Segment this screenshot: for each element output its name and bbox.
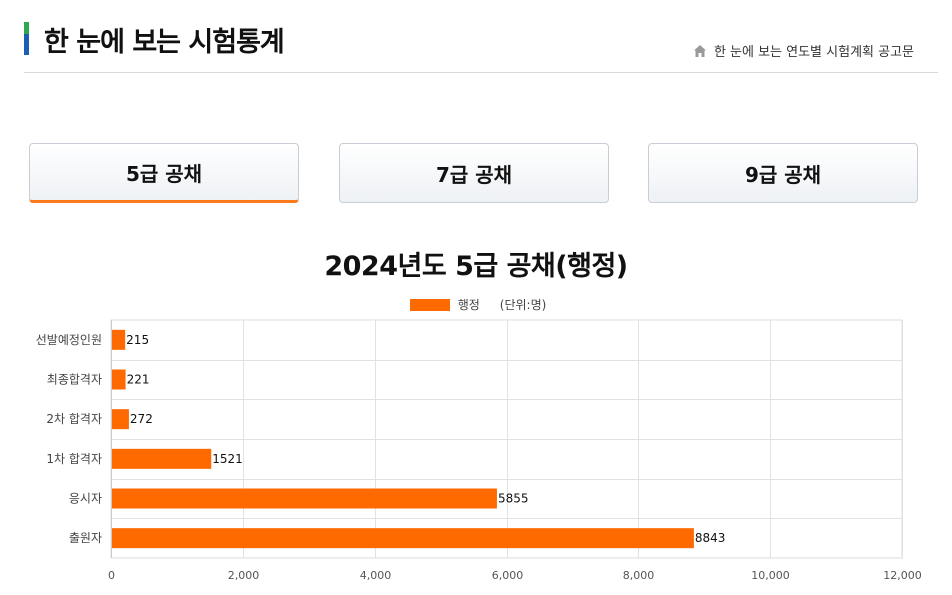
tab-9th-grade[interactable]: 9급 공채 xyxy=(648,143,918,203)
header-divider xyxy=(24,72,938,73)
category-label: 출원자 xyxy=(69,531,102,545)
data-label: 8843 xyxy=(695,531,726,545)
data-label: 215 xyxy=(126,333,149,347)
bar-chart: 0 2,000 4,000 6,000 8,000 10,000 12,000 선발예정인원 2… xyxy=(36,319,922,582)
category-label: 1차 합격자 xyxy=(46,452,102,466)
chart-title: 2024년도 5급 공채(행정) xyxy=(324,251,628,282)
x-tick-label: 12,000 xyxy=(883,569,922,582)
category-label: 최종합격자 xyxy=(47,373,102,387)
bar xyxy=(112,369,126,390)
x-tick-label: 0 xyxy=(108,569,115,582)
category-label: 응시자 xyxy=(69,492,102,506)
page-title: 한 눈에 보는 시험통계 xyxy=(44,27,285,58)
breadcrumb-label: 한 눈에 보는 연도별 시험계획 공고문 xyxy=(713,45,914,60)
x-tick-label: 4,000 xyxy=(360,569,392,582)
tab-7th-grade[interactable]: 7급 공채 xyxy=(339,143,609,203)
home-icon xyxy=(693,44,707,58)
bar xyxy=(112,409,129,430)
data-label: 1521 xyxy=(212,452,243,466)
title-accent-bar xyxy=(24,22,29,55)
legend-unit-note: (단위:명) xyxy=(499,298,547,312)
data-label: 221 xyxy=(127,373,150,387)
bar xyxy=(112,528,694,549)
x-tick-label: 10,000 xyxy=(751,569,790,582)
tab-5th-grade[interactable]: 5급 공채 xyxy=(29,143,299,203)
category-label: 2차 합격자 xyxy=(46,412,102,426)
x-tick-label: 6,000 xyxy=(492,569,524,582)
data-label: 5855 xyxy=(498,492,529,506)
legend-series-label: 행정 xyxy=(457,298,480,312)
data-label: 272 xyxy=(130,412,153,426)
category-label: 선발예정인원 xyxy=(36,333,102,347)
x-tick-label: 2,000 xyxy=(228,569,260,582)
x-tick-label: 8,000 xyxy=(623,569,655,582)
bar xyxy=(112,448,212,469)
chart-legend: 행정 (단위:명) xyxy=(0,296,952,313)
exam-tabs: 5급 공채 7급 공채 9급 공채 xyxy=(29,143,919,205)
legend-swatch xyxy=(409,298,450,311)
title-accent-bar-top xyxy=(24,22,29,34)
bar xyxy=(112,329,126,350)
breadcrumb-link[interactable]: 한 눈에 보는 연도별 시험계획 공고문 xyxy=(693,41,914,60)
bar xyxy=(112,488,497,509)
